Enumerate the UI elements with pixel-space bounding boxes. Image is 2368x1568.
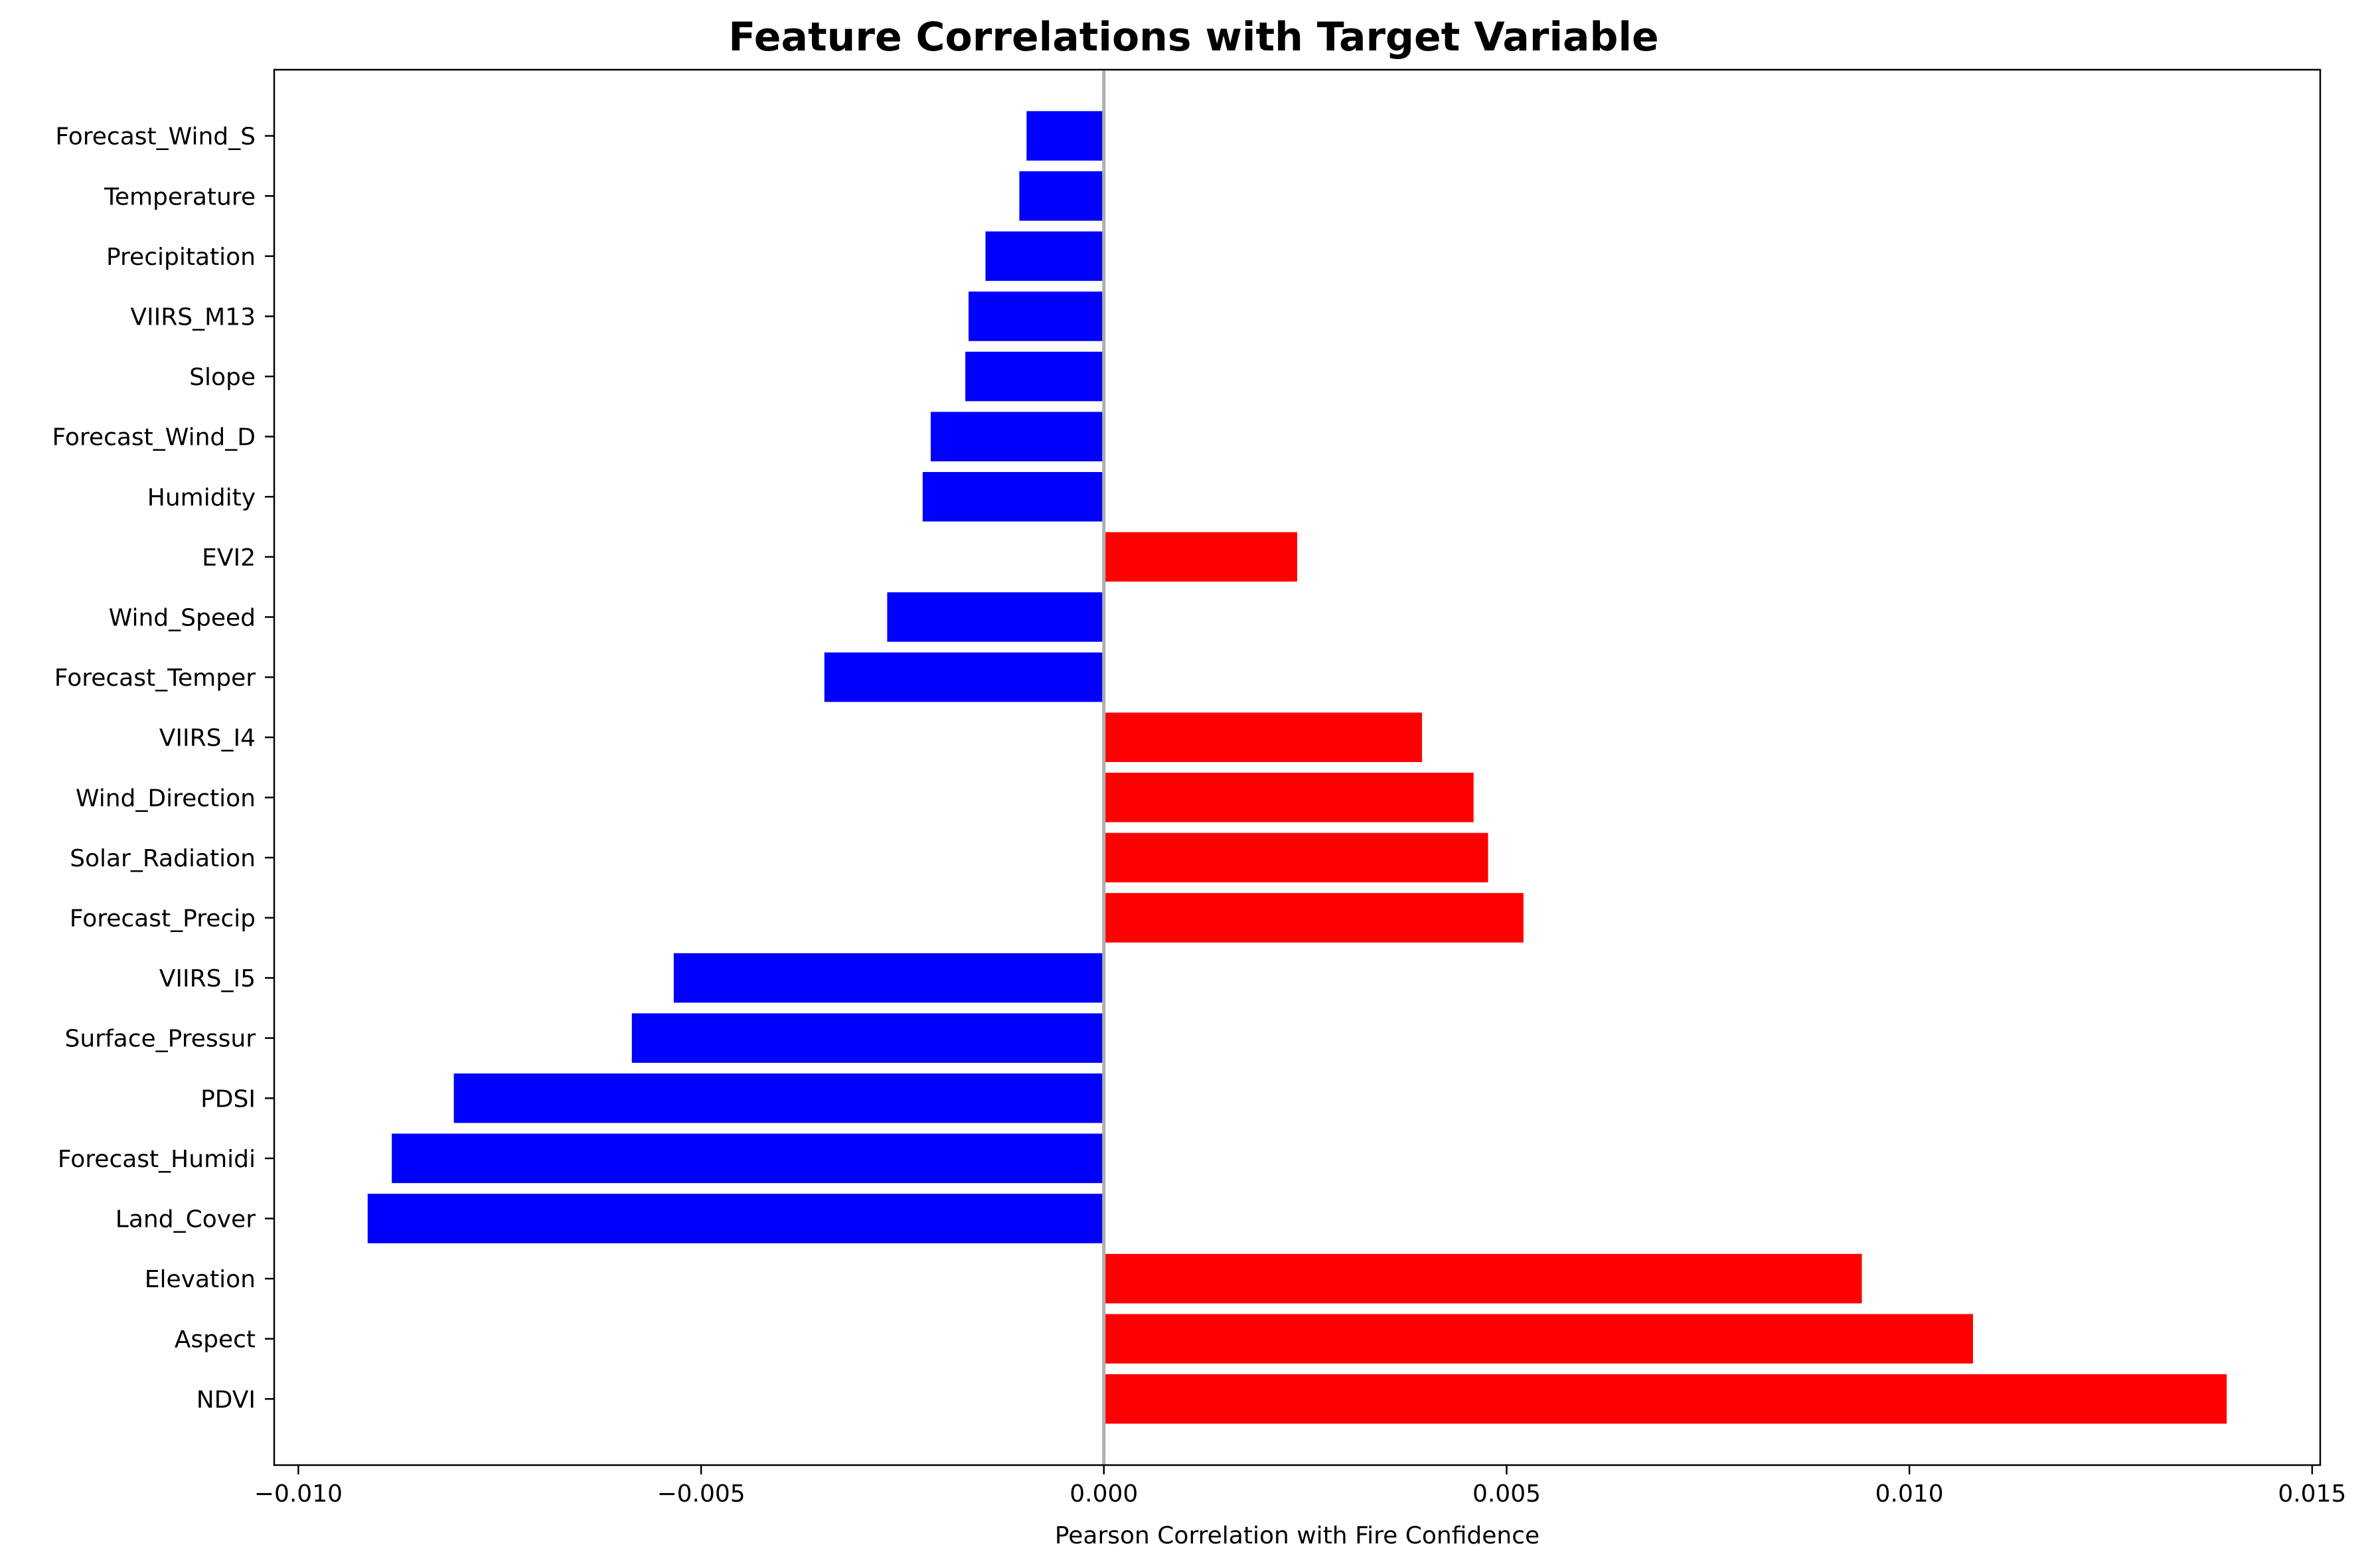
y-tick-label: Temperature bbox=[104, 183, 256, 210]
y-tick-label: Forecast_Humidi bbox=[58, 1146, 256, 1173]
bar-humidity bbox=[921, 470, 1105, 524]
bar-temperature bbox=[1017, 169, 1105, 223]
y-tick-label: Elevation bbox=[145, 1266, 256, 1293]
bar-viirs-i4 bbox=[1103, 710, 1424, 764]
y-tick-label: Wind_Speed bbox=[109, 604, 256, 631]
y-tick-label: Slope bbox=[189, 364, 256, 391]
y-tick-label: Wind_Direction bbox=[76, 785, 256, 812]
bar-forecast-humidi bbox=[390, 1132, 1105, 1185]
y-tick-label: Precipitation bbox=[106, 244, 256, 271]
bar-land-cover bbox=[366, 1192, 1105, 1245]
bar-aspect bbox=[1103, 1312, 1975, 1366]
y-tick-label: Forecast_Wind_D bbox=[52, 424, 256, 451]
bar-viirs-i5 bbox=[672, 951, 1105, 1004]
y-tick-label: Solar_Radiation bbox=[70, 845, 256, 872]
x-tick-label: 0.010 bbox=[1875, 1480, 1944, 1508]
bar-forecast-precip bbox=[1103, 891, 1526, 945]
plot-frame bbox=[273, 68, 2322, 1466]
bar-wind-direction bbox=[1103, 771, 1476, 824]
bar-ndvi bbox=[1103, 1372, 2229, 1426]
x-tick-label: 0.005 bbox=[1472, 1480, 1541, 1508]
x-axis-ticks: −0.010 −0.005 0.000 0.005 0.010 0.015 bbox=[254, 1465, 2346, 1508]
y-tick-label: NDVI bbox=[197, 1386, 256, 1413]
x-tick-label: 0.015 bbox=[2278, 1480, 2346, 1508]
bars-group bbox=[366, 109, 2229, 1426]
x-tick-label: 0.000 bbox=[1069, 1480, 1138, 1508]
bar-elevation bbox=[1103, 1252, 1864, 1305]
y-axis-ticks: NDVI Aspect Elevation Land_Cover Forecast_Hu… bbox=[52, 123, 274, 1413]
y-tick-label: PDSI bbox=[200, 1085, 256, 1113]
y-tick-label: Aspect bbox=[175, 1326, 256, 1354]
y-tick-label: VIIRS_I4 bbox=[159, 725, 256, 752]
bar-forecast-wind-d bbox=[929, 410, 1105, 463]
x-axis-label: Pearson Correlation with Fire Confidence bbox=[1055, 1522, 1539, 1549]
y-tick-label: EVI2 bbox=[202, 544, 256, 572]
y-tick-label: Humidity bbox=[147, 484, 256, 511]
y-tick-label: VIIRS_M13 bbox=[130, 303, 256, 331]
bar-precipitation bbox=[983, 230, 1105, 283]
y-tick-label: VIIRS_I5 bbox=[159, 965, 256, 992]
y-tick-label: Forecast_Precip bbox=[70, 905, 256, 933]
bar-viirs-m13 bbox=[967, 289, 1105, 343]
bar-solar-radiation bbox=[1103, 831, 1490, 884]
y-tick-label: Land_Cover bbox=[116, 1206, 256, 1233]
y-tick-label: Forecast_Wind_S bbox=[55, 123, 256, 151]
y-tick-label: Forecast_Temper bbox=[54, 665, 256, 692]
bar-forecast-temper bbox=[823, 651, 1105, 704]
bar-evi2 bbox=[1103, 530, 1299, 584]
bar-wind-speed bbox=[885, 590, 1105, 644]
x-tick-label: −0.010 bbox=[254, 1480, 343, 1508]
x-tick-label: −0.005 bbox=[657, 1480, 745, 1508]
bar-slope bbox=[963, 350, 1105, 403]
bar-forecast-wind-s bbox=[1024, 109, 1105, 163]
chart-title: Feature Correlations with Target Variabl… bbox=[728, 14, 1659, 60]
y-tick-label: Surface_Pressur bbox=[64, 1026, 256, 1053]
bar-surface-pressur bbox=[630, 1011, 1105, 1065]
bar-pdsi bbox=[452, 1071, 1105, 1125]
